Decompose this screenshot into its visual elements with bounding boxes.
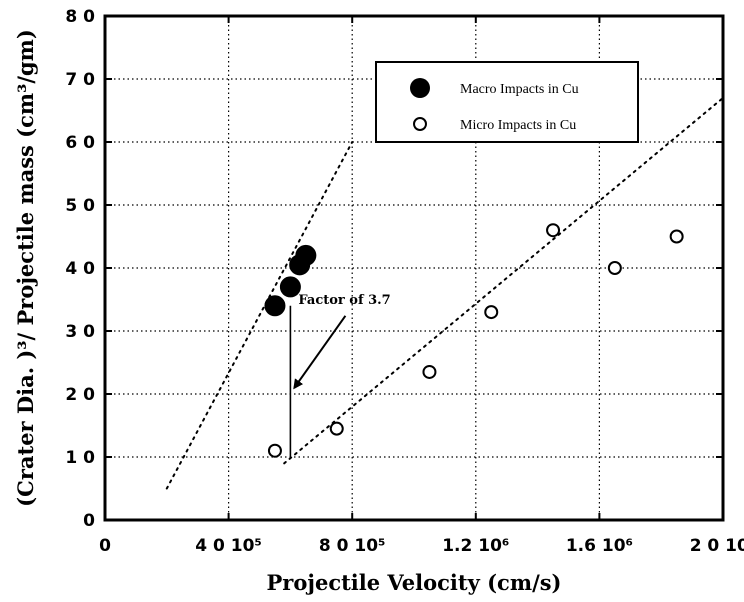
- micro-impact-point: [329, 421, 344, 436]
- micro-impact-point: [546, 223, 561, 238]
- micro-impact-point: [267, 443, 282, 458]
- x-tick-label: 0: [99, 536, 111, 556]
- macro-impact-point: [279, 276, 301, 298]
- legend-open-circle-icon: [413, 117, 427, 131]
- y-tick-label: 4 0: [65, 259, 95, 279]
- legend-label: Micro Impacts in Cu: [460, 118, 576, 133]
- axis-ticks: 0 4 0 10⁵ 8 0 10⁵ 1.2 10⁶ 1.6 10⁶ 2 0 10⁶ 0 1 0…: [65, 7, 744, 556]
- grid: [105, 16, 723, 520]
- legend-label: Macro Impacts in Cu: [460, 82, 579, 97]
- x-tick-label: 1.2 10⁶: [442, 536, 509, 556]
- macro-impact-point: [295, 244, 317, 266]
- y-tick-label: 3 0: [65, 322, 95, 342]
- y-axis-title: (Crater Dia. )³/ Projectile mass (cm³/gm…: [13, 29, 38, 507]
- y-tick-label: 1 0: [65, 448, 95, 468]
- factor-annotation: Factor of 3.7: [298, 293, 390, 308]
- trend-line: [165, 141, 354, 490]
- x-tick-label: 1.6 10⁶: [566, 536, 633, 556]
- y-tick-label: 5 0: [65, 196, 95, 216]
- x-tick-label: 8 0 10⁵: [319, 536, 386, 556]
- y-tick-label: 2 0: [65, 385, 95, 405]
- y-tick-label: 8 0: [65, 7, 95, 27]
- micro-impact-point: [669, 229, 684, 244]
- micro-impact-point: [607, 261, 622, 275]
- y-tick-label: 0: [83, 511, 95, 531]
- micro-impact-point: [422, 364, 437, 379]
- fit-lines: [165, 96, 724, 490]
- data-points: [264, 223, 684, 458]
- x-axis-title: Projectile Velocity (cm/s): [267, 570, 562, 595]
- y-tick-label: 7 0: [65, 70, 95, 90]
- annotations: Factor of 3.7: [289, 293, 391, 457]
- legend-filled-circle-icon: [410, 78, 430, 98]
- micro-impact-point: [484, 305, 499, 320]
- macro-impact-point: [264, 295, 286, 317]
- trend-line: [283, 96, 724, 465]
- x-tick-label: 2 0 10⁶: [690, 536, 744, 556]
- x-tick-label: 4 0 10⁵: [195, 536, 262, 556]
- y-tick-label: 6 0: [65, 133, 95, 153]
- legend: Macro Impacts in Cu Micro Impacts in Cu: [375, 61, 639, 143]
- factor-arrow: [293, 315, 347, 390]
